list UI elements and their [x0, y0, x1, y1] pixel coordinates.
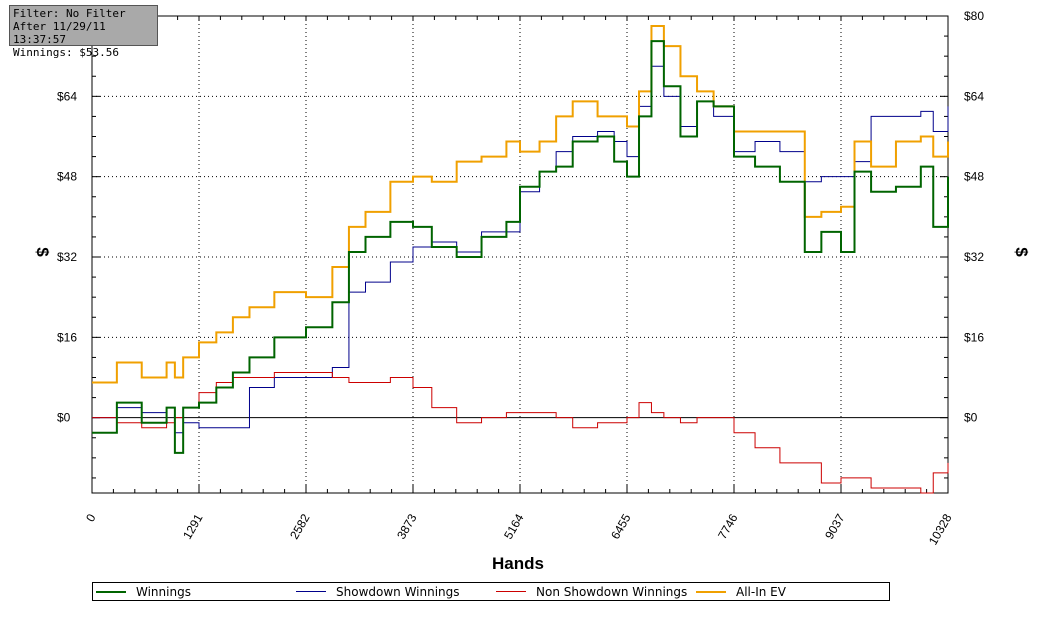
y-axis-left-ticks: $0$16$32$48$64$80	[57, 9, 77, 425]
y-tick-label-left: $64	[57, 89, 77, 103]
legend-label-allin-ev: All-In EV	[736, 584, 786, 599]
y-tick-label-left: $0	[57, 411, 71, 425]
x-tick-label: 5164	[501, 511, 527, 541]
x-tick-label: 3873	[394, 511, 420, 541]
after-date-text: After 11/29/11 13:37:57	[13, 20, 106, 46]
grid	[92, 16, 948, 493]
y-axis-right-ticks: $0 $16 $32 $48 $64 $80	[964, 9, 984, 425]
filter-text: Filter: No Filter	[13, 7, 126, 20]
filter-info-box: Filter: No Filter After 11/29/11 13:37:5…	[9, 5, 158, 59]
x-axis-label: Hands	[492, 554, 544, 573]
series-lines	[92, 25, 949, 494]
y-tick-label-right: $32	[964, 250, 984, 264]
legend-swatch-winnings	[96, 590, 126, 593]
legend-label-non-showdown: Non Showdown Winnings	[536, 584, 688, 599]
y-axis-label-left: $	[33, 247, 52, 257]
x-axis-ticks: 0 1291 2582 3873 5164 6455 7746 9037 10328	[83, 511, 955, 547]
legend-item-allin-ev: All-In EV	[696, 583, 786, 600]
series-line-winnings	[92, 40, 949, 454]
y-tick-label-right: $16	[964, 330, 984, 344]
legend-swatch-allin-ev	[696, 590, 726, 593]
series-line-all-in-ev	[92, 25, 949, 384]
x-tick-label: 0	[83, 511, 99, 524]
legend-swatch-showdown	[296, 591, 326, 592]
legend-label-winnings: Winnings	[136, 584, 191, 599]
plot-area	[91, 15, 949, 494]
y-tick-label-right: $48	[964, 170, 984, 184]
x-tick-label: 6455	[608, 511, 634, 541]
legend-item-non-showdown: Non Showdown Winnings	[496, 583, 687, 600]
x-tick-label: 2582	[287, 511, 313, 541]
minor-ticks	[91, 15, 949, 493]
legend-item-winnings: Winnings	[96, 583, 191, 600]
legend: Winnings Showdown Winnings Non Showdown …	[92, 582, 890, 601]
legend-item-showdown: Showdown Winnings	[296, 583, 460, 600]
x-tick-label: 7746	[715, 511, 741, 541]
y-tick-label-right: $80	[964, 9, 984, 23]
x-tick-label: 10328	[926, 511, 955, 547]
y-tick-label-left: $16	[57, 330, 77, 344]
legend-swatch-non-showdown	[496, 591, 526, 592]
y-tick-label-left: $48	[57, 170, 77, 184]
x-tick-label: 1291	[180, 511, 206, 541]
winnings-total-text: Winnings: $53.56	[13, 46, 119, 59]
y-tick-label-right: $0	[964, 411, 978, 425]
x-tick-label: 9037	[822, 511, 848, 541]
y-tick-label-left: $32	[57, 250, 77, 264]
y-tick-label-right: $64	[964, 89, 984, 103]
legend-label-showdown: Showdown Winnings	[336, 584, 460, 599]
y-axis-label-right: $	[1012, 247, 1031, 257]
